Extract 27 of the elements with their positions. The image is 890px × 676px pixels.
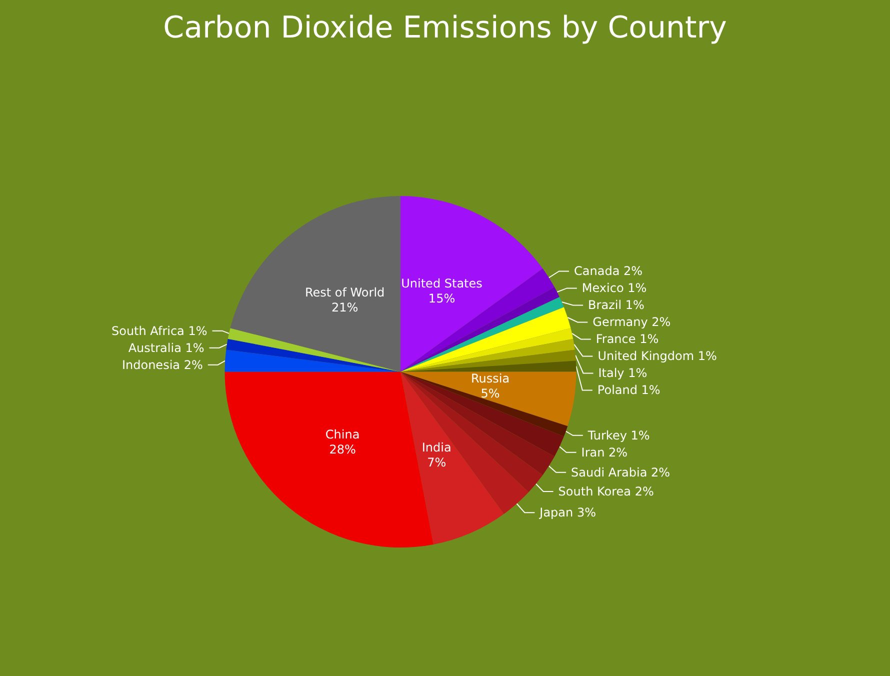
slice-label: Canada 2% — [574, 264, 643, 278]
slice-label: Russia — [470, 372, 510, 386]
slice-label: Italy 1% — [598, 366, 648, 380]
slice-label: Saudi Arabia 2% — [571, 465, 670, 480]
slice-label: South Africa 1% — [111, 324, 208, 338]
data-label: 15% — [428, 291, 456, 306]
slice-label: Australia 1% — [128, 340, 204, 355]
slice-label: United States — [401, 276, 482, 290]
slice-label: Poland 1% — [597, 383, 660, 398]
slice-label: France 1% — [596, 332, 659, 346]
chart-title: Carbon Dioxide Emissions by Country — [163, 10, 727, 46]
data-label: 5% — [480, 386, 500, 401]
slice-label: Iran 2% — [581, 445, 628, 460]
slice-label: Rest of World — [304, 285, 385, 300]
slice-label: Brazil 1% — [588, 298, 644, 312]
slice-label: Indonesia 2% — [122, 358, 203, 372]
data-label: 21% — [331, 300, 358, 314]
data-label: 28% — [329, 442, 356, 456]
slice-label: Turkey 1% — [586, 428, 650, 442]
slice-label: United Kingdom 1% — [598, 349, 717, 364]
slice-label: India — [422, 440, 452, 455]
slice-label: Mexico 1% — [582, 281, 647, 296]
slice-label: Japan 3% — [538, 506, 596, 520]
slice-label: Germany 2% — [592, 315, 671, 330]
slice-label: China — [325, 427, 360, 442]
data-label: 7% — [427, 456, 446, 470]
slice-label: South Korea 2% — [558, 484, 654, 498]
